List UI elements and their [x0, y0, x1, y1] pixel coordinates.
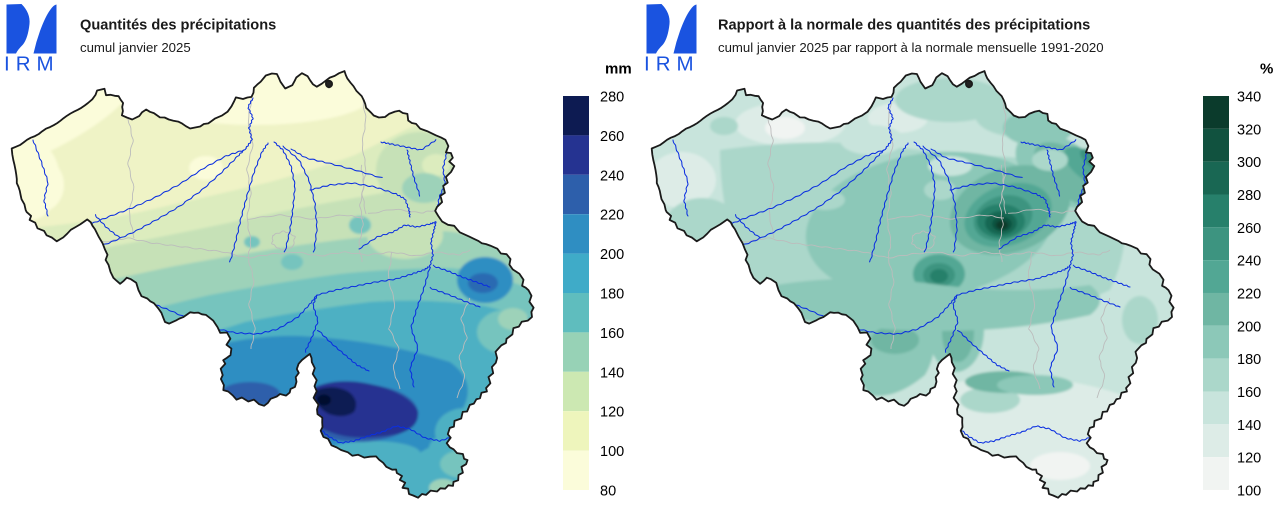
svg-text:Rapport à la normale des quant: Rapport à la normale des quantités des p… [718, 18, 1090, 34]
svg-text:120: 120 [600, 405, 624, 421]
svg-text:220: 220 [1237, 286, 1261, 302]
svg-text:320: 320 [1237, 122, 1261, 138]
svg-text:280: 280 [1237, 188, 1261, 204]
svg-text:IRM: IRM [4, 53, 60, 76]
svg-text:180: 180 [600, 287, 624, 303]
svg-text:160: 160 [1237, 385, 1261, 401]
svg-text:mm: mm [605, 61, 632, 78]
svg-text:IRM: IRM [644, 53, 700, 76]
svg-text:120: 120 [1237, 451, 1261, 467]
svg-text:240: 240 [1237, 254, 1261, 270]
svg-text:cumul janvier 2025 par rapport: cumul janvier 2025 par rapport à la norm… [718, 40, 1104, 55]
svg-text:180: 180 [1237, 352, 1261, 368]
svg-text:300: 300 [1237, 155, 1261, 171]
svg-text:200: 200 [1237, 319, 1261, 335]
svg-text:140: 140 [1237, 418, 1261, 434]
svg-text:80: 80 [600, 484, 616, 500]
svg-text:220: 220 [600, 208, 624, 224]
svg-text:Quantités des précipitations: Quantités des précipitations [80, 18, 276, 34]
svg-text:240: 240 [600, 168, 624, 184]
svg-text:340: 340 [1237, 90, 1261, 106]
svg-text:140: 140 [600, 365, 624, 381]
svg-text:100: 100 [600, 444, 624, 460]
svg-text:280: 280 [600, 90, 624, 106]
svg-text:200: 200 [600, 247, 624, 263]
svg-text:260: 260 [1237, 221, 1261, 237]
svg-text:160: 160 [600, 326, 624, 342]
svg-text:100: 100 [1237, 483, 1261, 499]
svg-text:cumul janvier 2025: cumul janvier 2025 [80, 40, 191, 55]
svg-text:260: 260 [600, 129, 624, 145]
svg-text:%: % [1260, 61, 1273, 78]
